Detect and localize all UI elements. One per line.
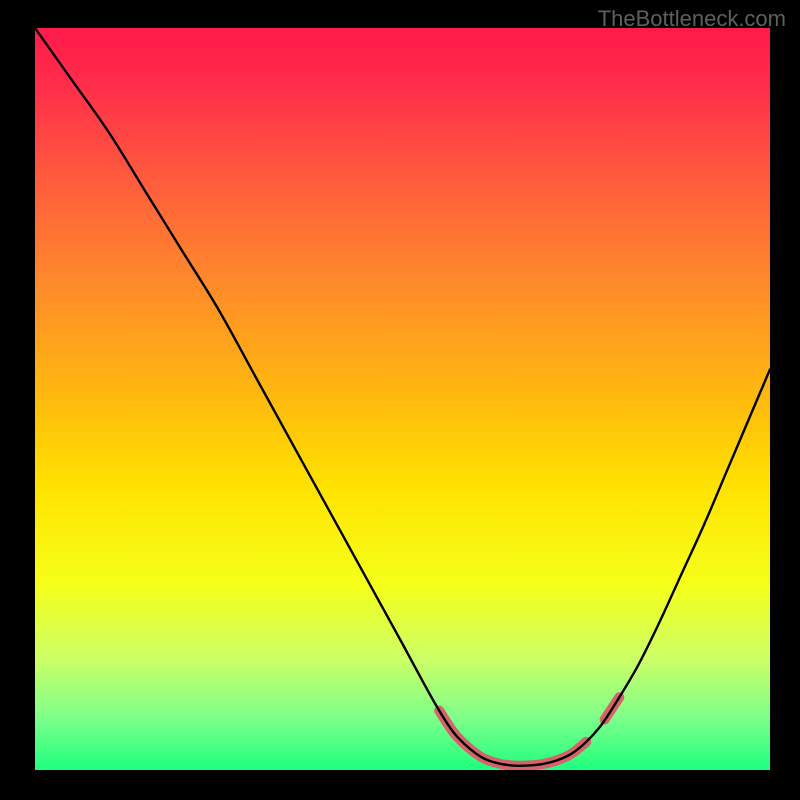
attribution-label: TheBottleneck.com bbox=[598, 6, 786, 32]
bottleneck-chart bbox=[0, 0, 800, 800]
gradient-background bbox=[35, 28, 770, 770]
chart-stage: TheBottleneck.com bbox=[0, 0, 800, 800]
